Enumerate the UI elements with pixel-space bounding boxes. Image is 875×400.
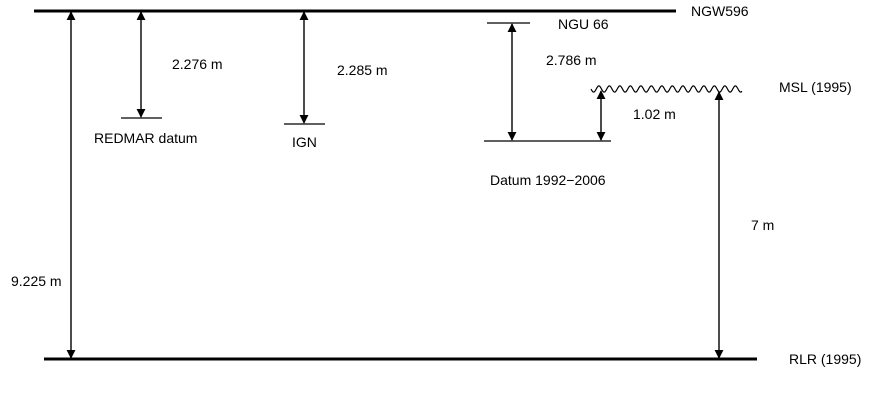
msl-to-datum-value: 1.02 m xyxy=(633,106,676,122)
msl-label: MSL (1995) xyxy=(779,79,852,95)
msl-wave-line xyxy=(590,85,743,93)
ngu-to-datum-value: 2.786 m xyxy=(546,52,597,68)
ngw596-label: NGW596 xyxy=(691,3,749,19)
ign-label: IGN xyxy=(292,134,317,150)
ngw-to-redmar-value: 2.276 m xyxy=(172,56,223,72)
ngw-to-rlr-value: 9.225 m xyxy=(11,273,62,289)
msl-to-rlr-value: 7 m xyxy=(751,217,774,233)
ngu66-label: NGU 66 xyxy=(558,16,609,32)
datum-1992-2006-label: Datum 1992−2006 xyxy=(490,172,606,188)
redmar-datum-label: REDMAR datum xyxy=(94,130,197,146)
ngw-to-ign-value: 2.285 m xyxy=(337,62,388,78)
rlr-label: RLR (1995) xyxy=(789,351,861,367)
